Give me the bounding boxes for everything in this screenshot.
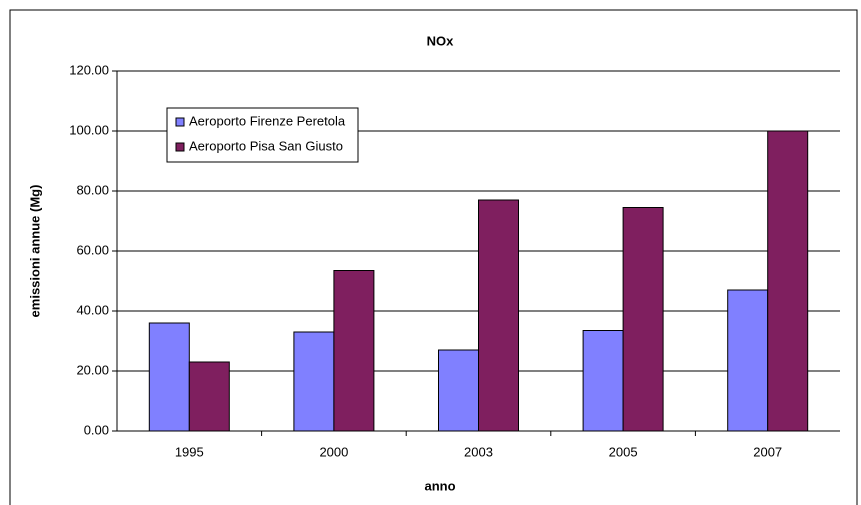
- bar: [438, 349, 479, 432]
- legend-swatch: [175, 117, 185, 127]
- x-tick-label: 2003: [464, 444, 493, 459]
- bar: [622, 207, 664, 432]
- x-axis-label: anno: [424, 478, 455, 493]
- bar: [188, 361, 230, 432]
- y-tick-label: 80.00: [76, 182, 109, 197]
- y-tick-label: 40.00: [76, 302, 109, 317]
- y-tick-label: 120.00: [69, 62, 109, 77]
- bar: [478, 199, 519, 432]
- x-tick-label: 2000: [319, 444, 348, 459]
- y-tick-label: 60.00: [76, 242, 109, 257]
- x-tick-label: 2007: [753, 444, 782, 459]
- bar: [148, 322, 190, 432]
- legend-label: Aeroporto Pisa San Giusto: [189, 138, 343, 153]
- chart-title: NOx: [427, 33, 455, 48]
- y-tick-label: 100.00: [69, 122, 109, 137]
- bar: [333, 270, 375, 432]
- bar: [293, 331, 335, 432]
- legend-swatch: [175, 142, 185, 152]
- chart-frame: [9, 9, 858, 505]
- y-tick-label: 20.00: [76, 362, 109, 377]
- y-tick-label: 0.00: [84, 422, 109, 437]
- bar: [767, 130, 809, 432]
- bar: [727, 289, 769, 432]
- x-tick-label: 1995: [175, 444, 204, 459]
- x-tick-label: 2005: [609, 444, 638, 459]
- y-axis-label: emissioni annue (Mg): [27, 185, 42, 318]
- legend-box: [166, 107, 359, 163]
- legend-label: Aeroporto Firenze Peretola: [189, 113, 346, 128]
- bar: [582, 330, 624, 432]
